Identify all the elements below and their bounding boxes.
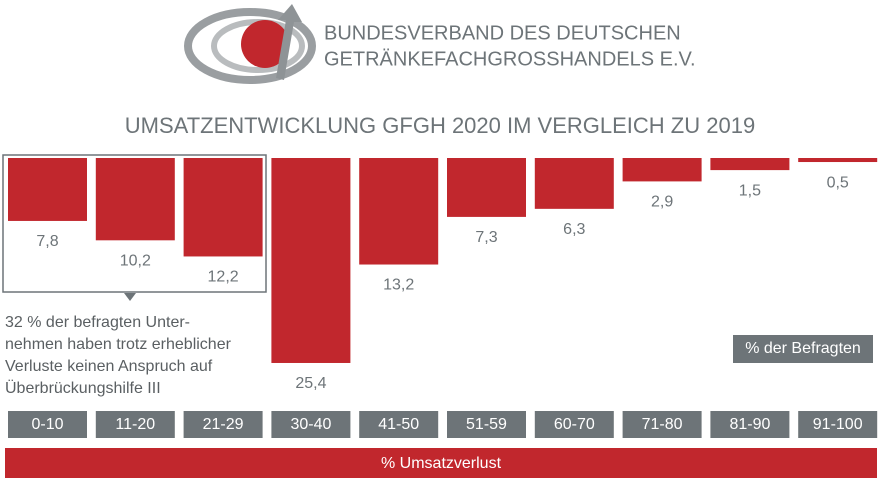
x-tick-label: 41-50 <box>378 416 419 433</box>
data-label: 7,8 <box>36 233 58 250</box>
x-tick-label: 91-100 <box>813 416 863 433</box>
category-box <box>798 411 878 438</box>
org-name: GETRÄNKEFACHGROSSHANDELS E.V. <box>324 48 696 70</box>
category-box <box>183 411 263 438</box>
annotation-box <box>2 154 267 293</box>
bar <box>622 158 702 182</box>
annotation: 32 % der befragten Unter- <box>5 314 190 331</box>
x-label-bar <box>5 448 877 478</box>
data-label: 0,5 <box>827 174 849 191</box>
category-box <box>359 411 439 438</box>
bar <box>534 158 614 209</box>
data-label: 10,2 <box>120 253 151 270</box>
y-label: % der Befragten <box>745 340 861 357</box>
category-box <box>710 411 790 438</box>
category-box <box>8 411 87 438</box>
category-box <box>95 411 175 438</box>
annotation-pointer <box>124 293 136 301</box>
chart-title: UMSATZENTWICKLUNG GFGH 2020 IM VERGLEICH… <box>125 113 755 138</box>
data-label: 2,9 <box>651 194 673 211</box>
bar <box>798 158 878 163</box>
x-tick-label: 30-40 <box>290 416 331 433</box>
category-box <box>534 411 614 438</box>
annotation: Verluste keinen Anspruch auf <box>5 358 213 375</box>
data-label: 13,2 <box>383 277 414 294</box>
x-tick-label: 71-80 <box>642 416 683 433</box>
data-label: 7,3 <box>475 229 497 246</box>
category-box <box>271 411 351 438</box>
bar <box>8 158 87 221</box>
bar <box>95 158 175 241</box>
data-label: 1,5 <box>739 182 761 199</box>
bar <box>183 158 263 257</box>
x-tick-label: 51-59 <box>466 416 507 433</box>
data-label: 6,3 <box>563 221 585 238</box>
data-label: 12,2 <box>208 269 239 286</box>
x-tick-label: 21-29 <box>203 416 244 433</box>
x-tick-label: 60-70 <box>554 416 595 433</box>
bar <box>447 158 526 217</box>
x-label: % Umsatzverlust <box>381 455 502 472</box>
bar <box>359 158 439 265</box>
x-tick-label: 81-90 <box>729 416 770 433</box>
bar <box>271 158 351 363</box>
annotation: nehmen haben trotz erheblicher <box>5 336 232 353</box>
x-tick-label: 11-20 <box>115 416 155 433</box>
logo <box>184 4 316 84</box>
category-box <box>622 411 702 438</box>
annotation: Überbrückungshilfe III <box>5 379 161 397</box>
data-label: 25,4 <box>295 375 326 392</box>
bar <box>710 158 790 171</box>
category-box <box>447 411 526 438</box>
x-tick-label: 0-10 <box>31 416 63 433</box>
y-label-box <box>733 335 873 363</box>
org-name: BUNDESVERBAND DES DEUTSCHEN <box>324 22 681 44</box>
